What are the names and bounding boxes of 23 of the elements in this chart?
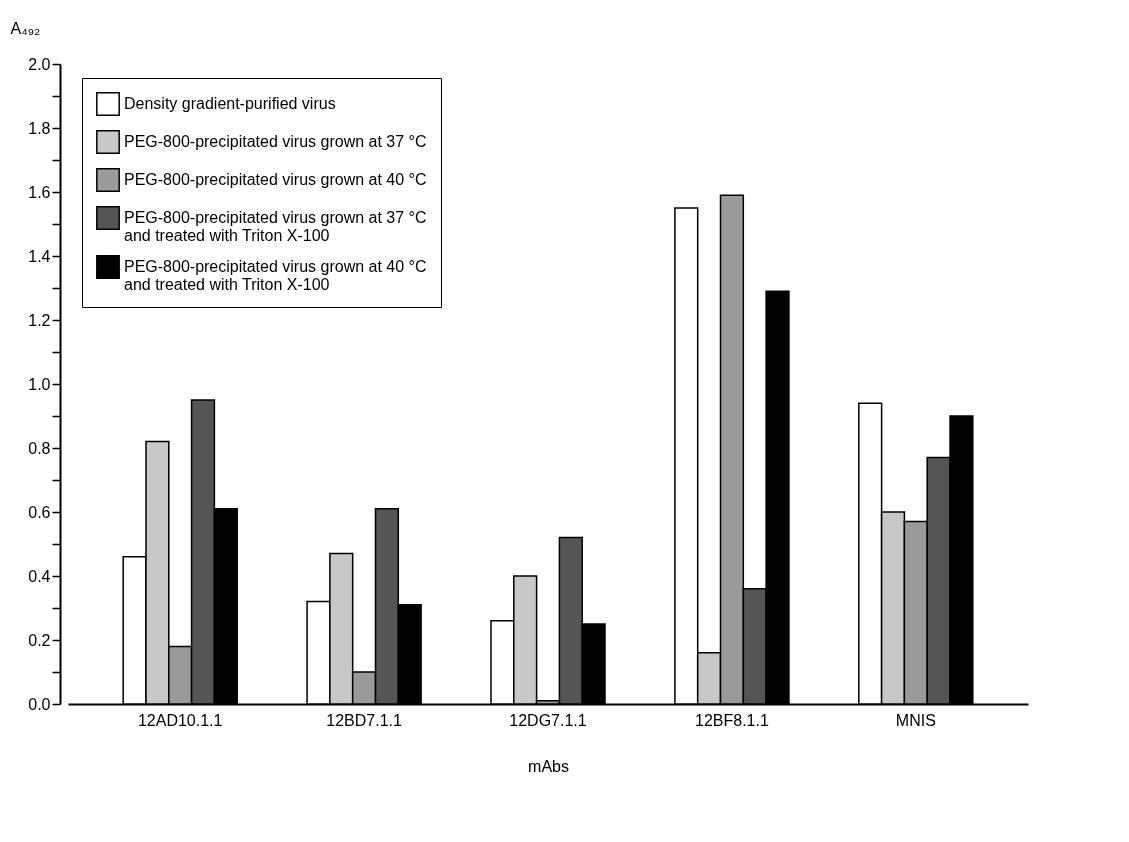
- y-tick-label: 1.2: [28, 311, 51, 329]
- x-tick-label: MNIS: [895, 711, 936, 729]
- legend-label: PEG-800-precipitated virus grown at 40 °C and treated with Triton X-100: [124, 258, 427, 293]
- y-tick-label: 0.8: [28, 439, 51, 457]
- y-tick-label: 1.8: [28, 119, 51, 137]
- x-tick-label: 12BF8.1.1: [694, 711, 769, 729]
- y-tick-label: 0.2: [28, 631, 51, 649]
- x-axis-title: mAbs: [528, 757, 569, 775]
- legend-label: Density gradient-purified virus: [124, 95, 336, 112]
- y-tick-label: 2.0: [28, 55, 51, 73]
- legend-label: PEG-800-precipitated virus grown at 37 °C: [124, 133, 427, 150]
- y-tick-label: 0.6: [28, 503, 51, 521]
- x-tick-label: 12BD7.1.1: [326, 711, 402, 729]
- y-tick-label: 1.4: [28, 247, 51, 265]
- x-tick-label: 12AD10.1.1: [137, 711, 223, 729]
- y-axis-title: A₄₉₂: [10, 19, 41, 37]
- y-tick-label: 1.6: [28, 183, 51, 201]
- y-tick-label: 1.0: [28, 375, 51, 393]
- y-tick-label: 0.4: [28, 567, 51, 585]
- x-tick-label: 12DG7.1.1: [509, 711, 587, 729]
- legend-label: PEG-800-precipitated virus grown at 40 °C: [124, 171, 427, 188]
- legend-label: PEG-800-precipitated virus grown at 37 °C and treated with Triton X-100: [124, 209, 427, 244]
- y-tick-label: 0.0: [28, 695, 51, 713]
